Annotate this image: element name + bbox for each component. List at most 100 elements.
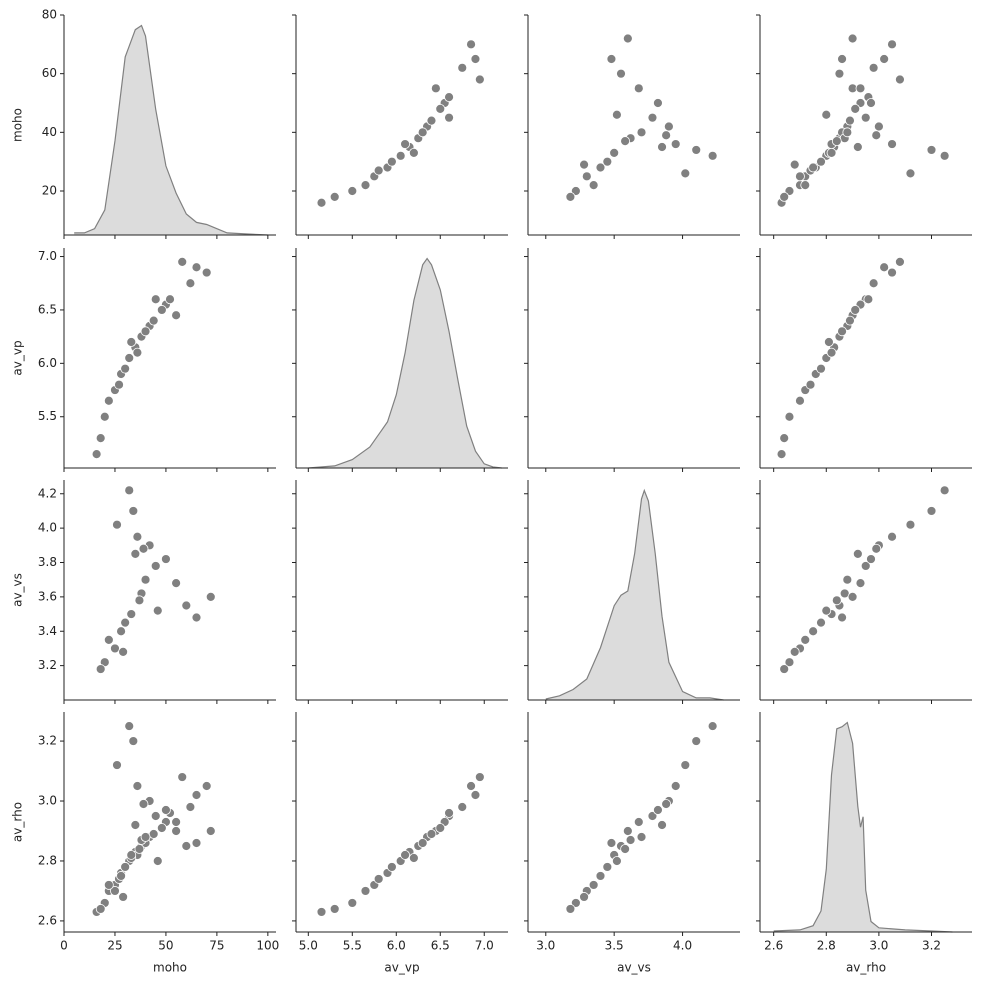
scatter-point: [837, 54, 847, 64]
scatter-point: [386, 862, 397, 872]
scatter-point: [795, 171, 805, 182]
y-tick-label: 7.0: [38, 249, 57, 263]
scatter-point: [779, 664, 790, 674]
scatter-point: [616, 68, 626, 79]
scatter-point: [657, 820, 667, 830]
scatter-point: [887, 531, 897, 542]
scatter-point: [581, 171, 592, 182]
scatter-point: [863, 294, 874, 305]
scatter-point: [636, 832, 647, 842]
scatter-point: [110, 886, 120, 896]
scatter-point: [691, 145, 702, 155]
x-tick-label: 7.0: [475, 939, 494, 953]
scatter-point: [400, 139, 410, 149]
scatter-point: [386, 156, 397, 167]
scatter-point: [691, 736, 702, 746]
y-tick-label: 2.6: [38, 913, 57, 927]
scatter-point: [140, 326, 151, 337]
scatter-point: [852, 549, 863, 559]
y-tick-label: 40: [42, 125, 57, 139]
scatter-point: [148, 829, 159, 839]
y-tick-label: 6.0: [38, 356, 57, 370]
scatter-point: [138, 799, 149, 809]
y-axis-label: moho: [11, 108, 25, 142]
scatter-point: [140, 574, 151, 585]
scatter-point: [847, 591, 858, 602]
scatter-point: [816, 156, 826, 167]
scatter-point: [112, 760, 122, 770]
scatter-point: [128, 736, 139, 746]
scatter-point: [474, 772, 485, 782]
scatter-point: [124, 721, 135, 731]
scatter-point: [855, 83, 866, 94]
kde-area: [74, 25, 268, 235]
scatter-point: [633, 83, 644, 94]
scatter-point: [201, 781, 212, 791]
kde-line: [545, 488, 724, 701]
scatter-point: [130, 549, 141, 559]
scatter-point: [395, 150, 406, 161]
x-tick-label: 6.0: [387, 939, 406, 953]
scatter-point: [316, 197, 327, 208]
scatter-point: [128, 506, 139, 516]
panel: [292, 248, 508, 472]
scatter-point: [860, 561, 871, 571]
scatter-point: [110, 643, 120, 654]
panel: [292, 14, 508, 239]
scatter-point: [373, 874, 384, 884]
scatter-point: [177, 256, 188, 267]
scatter-point: [126, 609, 137, 619]
y-axis-label: av_vp: [11, 340, 25, 375]
scatter-point: [205, 591, 216, 602]
scatter-point: [103, 634, 114, 645]
scatter-point: [871, 543, 882, 554]
scatter-point: [130, 820, 141, 830]
scatter-point: [435, 823, 446, 833]
y-tick-label: 6.5: [38, 302, 57, 316]
scatter-point: [887, 267, 897, 278]
scatter-point: [457, 802, 468, 812]
scatter-point: [126, 850, 137, 860]
scatter-point: [647, 112, 658, 123]
y-tick-label: 60: [42, 66, 57, 80]
scatter-point: [360, 886, 371, 896]
x-tick-label: 5.0: [299, 939, 318, 953]
scatter-point: [926, 506, 937, 516]
y-tick-label: 4.0: [38, 521, 57, 535]
scatter-point: [118, 646, 129, 657]
scatter-point: [444, 808, 454, 818]
y-tick-label: 80: [42, 8, 57, 22]
scatter-point: [191, 790, 202, 800]
scatter-point: [191, 612, 202, 623]
scatter-point: [800, 180, 811, 191]
scatter-point: [120, 617, 131, 628]
y-tick-label: 3.8: [38, 555, 57, 569]
scatter-point: [171, 310, 182, 321]
panel: 3.0 3.5 4.0: [524, 712, 740, 953]
scatter-point: [852, 142, 863, 152]
scatter-point: [579, 892, 589, 902]
scatter-point: [636, 127, 647, 138]
scatter-point: [150, 294, 161, 305]
scatter-point: [444, 112, 454, 123]
scatter-point: [837, 326, 847, 337]
scatter-point: [845, 115, 855, 126]
x-axis-label: av_vp: [384, 961, 419, 975]
y-axis-label: av_vs: [11, 573, 25, 607]
scatter-point: [850, 103, 861, 114]
y-tick-label: 5.5: [38, 409, 57, 423]
x-axis-label: moho: [153, 961, 187, 975]
scatter-point: [116, 871, 126, 881]
x-axis-label: av_vs: [617, 961, 651, 975]
y-axis-label: av_rho: [11, 802, 25, 842]
scatter-point: [595, 871, 606, 881]
scatter-point: [156, 823, 167, 833]
x-tick-label: 2.8: [817, 939, 836, 953]
scatter-point: [161, 554, 171, 564]
scatter-point: [855, 578, 866, 589]
scatter-point: [653, 805, 663, 815]
scatter-point: [887, 139, 897, 149]
scatter-point: [132, 531, 143, 542]
scatter-point: [116, 626, 126, 637]
scatter-point: [177, 772, 188, 782]
